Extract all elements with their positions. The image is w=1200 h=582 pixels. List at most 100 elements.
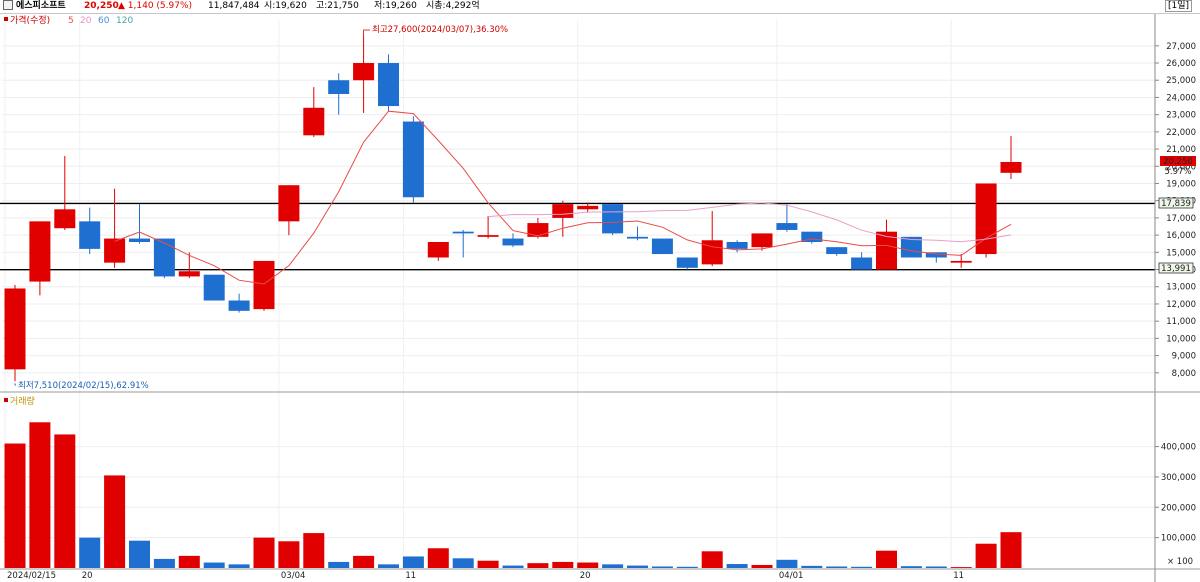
candle-body <box>776 223 798 230</box>
candle-body <box>502 238 524 246</box>
volume-tick-label: 300,000 <box>1161 473 1196 483</box>
volume-bar <box>153 558 175 568</box>
candle-body <box>950 260 972 263</box>
candle-body <box>477 235 499 237</box>
candle-body <box>253 260 275 310</box>
legend-marker <box>4 17 8 21</box>
volume-bar <box>203 562 225 568</box>
market-cap: 시총:4,292억 <box>426 1 480 11</box>
price-tick-label: 24,000 <box>1166 93 1196 103</box>
volume-bar <box>876 550 897 568</box>
volume-unit-label: × 100 <box>1167 557 1193 567</box>
volume-bar <box>651 566 673 568</box>
date-tick-label: 11 <box>953 571 964 581</box>
candle-body <box>328 80 350 94</box>
grid-lines <box>2 20 1155 569</box>
candle-body <box>801 231 823 242</box>
date-tick-label: 20 <box>82 571 93 581</box>
price-tick-label: 8,000 <box>1172 369 1196 379</box>
upper-line-tag-text: 17,839 <box>1161 199 1191 209</box>
candle-body <box>676 257 698 268</box>
date-tick-label: 20 <box>580 571 591 581</box>
menu-toggle-icon[interactable] <box>3 0 13 10</box>
candle-body <box>527 223 549 237</box>
volume-bar <box>701 551 723 568</box>
stock-name: 에스피소프트 <box>16 1 66 11</box>
candle-body <box>303 107 325 136</box>
date-tick-label: 2024/02/15 <box>7 571 56 581</box>
date-tick-label: 03/04 <box>281 571 306 581</box>
candle-body <box>876 231 897 270</box>
price-tick-label: 10,000 <box>1166 334 1196 344</box>
volume-legend-marker <box>4 398 8 402</box>
chart-axes: 8,0009,00010,00011,00012,00013,00014,000… <box>0 14 1200 582</box>
lower-line-tag <box>1158 262 1194 274</box>
volume-bar <box>602 564 624 568</box>
low-annotation-arrow <box>14 383 16 386</box>
chart-legend: 가격(수정) 5 20 60 120 거래량 <box>4 14 133 407</box>
volume-bar <box>527 563 549 568</box>
trade-volume: 11,847,484 <box>208 1 260 11</box>
candle-body <box>54 209 76 229</box>
candle-body <box>29 221 51 282</box>
candle-body <box>378 63 399 107</box>
candle-body <box>203 274 225 301</box>
candle-body <box>552 204 574 218</box>
volume-bar <box>253 537 275 568</box>
volume-tick-label: 100,000 <box>1161 534 1196 544</box>
candle-body <box>577 205 599 210</box>
candle-body <box>278 185 300 222</box>
price-tick-label: 17,000 <box>1166 214 1196 224</box>
ma120-legend: 120 <box>116 16 133 26</box>
price-tick-label: 22,000 <box>1166 128 1196 138</box>
period-selector[interactable]: [1일] <box>1164 0 1192 12</box>
volume-bar <box>228 564 250 568</box>
candle-body <box>975 183 997 255</box>
current-price-tag <box>1160 156 1196 166</box>
volume-bar <box>900 566 922 568</box>
volume-bar <box>452 558 474 568</box>
volume-bar <box>502 565 524 568</box>
candle-body <box>402 121 424 198</box>
low-annotation: 최저7,510(2024/02/15),62.91% <box>18 380 149 391</box>
volume-bar <box>4 443 26 568</box>
candle-body <box>4 288 26 370</box>
low-price: 저:19,260 <box>374 1 417 11</box>
volume-tick-label: 200,000 <box>1161 503 1196 513</box>
high-price: 고:21,750 <box>316 1 359 11</box>
volume-bar <box>54 434 76 568</box>
ma20-legend: 20 <box>80 16 92 26</box>
date-tick-label: 04/01 <box>779 571 804 581</box>
volume-bar <box>676 566 698 568</box>
price-tick-label: 12,000 <box>1166 300 1196 310</box>
volume-bar <box>79 537 101 568</box>
candle-body <box>602 204 624 234</box>
volume-bar <box>427 548 449 568</box>
candle-body <box>826 247 848 255</box>
stock-header-bar: 에스피소프트 20,250 ▲ 1,140 (5.97%) 11,847,484… <box>0 0 1200 14</box>
volume-bar <box>1000 532 1022 568</box>
volume-bar <box>129 540 150 568</box>
candle-body <box>701 240 723 265</box>
support-resistance-lines <box>0 202 1155 271</box>
volume-bar <box>851 566 873 568</box>
volume-bar <box>577 562 599 568</box>
volume-bar <box>477 560 499 568</box>
candle-body <box>751 233 773 248</box>
candle-body <box>178 271 200 277</box>
candle-body <box>153 238 175 277</box>
price-tick-label: 25,000 <box>1166 76 1196 86</box>
chart-background <box>0 14 1200 582</box>
volume-bar <box>353 555 375 568</box>
upper-line-tag <box>1158 197 1194 209</box>
volume-bar <box>826 566 848 568</box>
candle-body <box>228 300 250 311</box>
volume-bar <box>328 561 350 568</box>
open-price: 시:19,620 <box>264 1 307 11</box>
volume-bar <box>925 566 947 568</box>
price-tick-label: 23,000 <box>1166 111 1196 121</box>
candle-body <box>627 236 648 239</box>
candle-body <box>452 231 474 234</box>
high-annotation-arrow <box>363 29 370 36</box>
